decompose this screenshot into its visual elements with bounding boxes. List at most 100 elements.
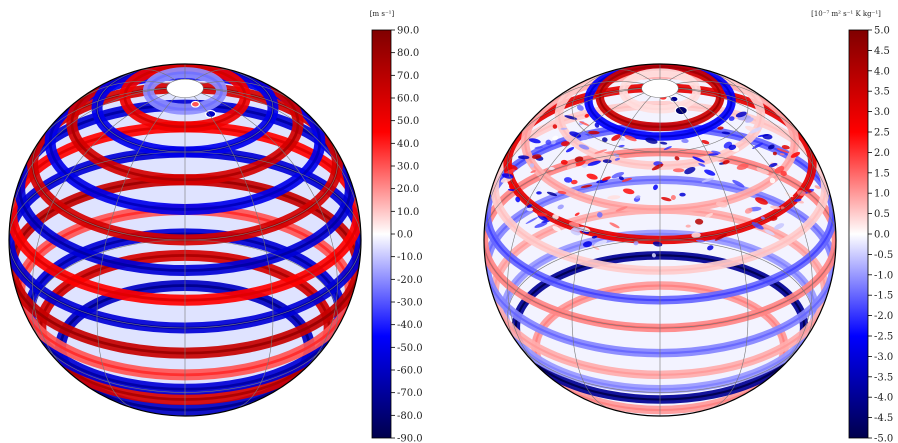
globe-outline bbox=[8, 63, 362, 417]
eddy bbox=[601, 176, 611, 181]
eddy bbox=[560, 127, 568, 130]
eddy bbox=[659, 141, 668, 145]
eddy bbox=[711, 150, 721, 154]
colorbar-left-ticks: 90.0 80.0 70.0 60.0 50.0 40.0 30.0 20.0 10.0 0.0 -… bbox=[391, 26, 423, 443]
eddy bbox=[624, 135, 637, 142]
eddy bbox=[776, 148, 790, 154]
eddy bbox=[580, 184, 593, 188]
eddy bbox=[692, 156, 705, 163]
colorbar-tick-label: 70.0 bbox=[397, 71, 419, 82]
colorbar-right: [10⁻⁷ m² s⁻¹ K kg⁻¹] 5.0 4.5 4.0 3.5 3.0 2.5 2… bbox=[811, 10, 893, 443]
eddy bbox=[568, 222, 580, 228]
vortex-1 bbox=[190, 100, 201, 108]
eddy bbox=[565, 147, 575, 153]
eddy bbox=[618, 176, 624, 181]
eddy bbox=[614, 157, 620, 161]
eddy bbox=[508, 188, 515, 192]
eddy bbox=[623, 188, 635, 195]
eddy bbox=[615, 206, 628, 212]
colorbar-tick-label: 80.0 bbox=[397, 48, 419, 59]
colorbar-right-units: [10⁻⁷ m² s⁻¹ K kg⁻¹] bbox=[811, 10, 881, 18]
eddy bbox=[764, 229, 775, 236]
eddy bbox=[588, 130, 600, 135]
eddy bbox=[571, 179, 578, 185]
eddy bbox=[769, 177, 776, 184]
eddy bbox=[716, 201, 728, 208]
eddy bbox=[557, 204, 564, 210]
eddy bbox=[534, 222, 548, 228]
colorbar-left-bar bbox=[371, 29, 392, 439]
eddy bbox=[580, 134, 589, 141]
colorbar-tick-label: -20.0 bbox=[397, 275, 423, 286]
colorbar-tick-label: -2.5 bbox=[874, 332, 893, 343]
eddy bbox=[550, 140, 556, 145]
colorbar-tick-label: 20.0 bbox=[397, 184, 419, 195]
vortex-0 bbox=[205, 109, 217, 119]
colorbar-tick-label: 1.5 bbox=[874, 168, 890, 179]
globe-outline bbox=[483, 63, 837, 417]
colorbar-tick-label: -80.0 bbox=[397, 411, 423, 422]
eddy bbox=[618, 144, 625, 148]
eddy bbox=[679, 192, 686, 197]
eddy bbox=[586, 173, 598, 180]
eddy bbox=[701, 140, 710, 145]
eddy bbox=[695, 218, 704, 225]
meridian--60 bbox=[507, 92, 645, 375]
eddy bbox=[597, 212, 603, 218]
eddy bbox=[772, 151, 777, 156]
eddy bbox=[594, 122, 600, 128]
colorbar-tick-label: 60.0 bbox=[397, 94, 419, 105]
eddy bbox=[528, 138, 541, 144]
eddy bbox=[663, 146, 672, 151]
eddy bbox=[501, 173, 514, 179]
eddy bbox=[707, 245, 714, 251]
eddy bbox=[714, 233, 728, 241]
eddy bbox=[768, 162, 778, 168]
eddy bbox=[564, 115, 578, 120]
eddy bbox=[515, 196, 521, 203]
eddy bbox=[779, 153, 785, 156]
eddy bbox=[653, 184, 658, 191]
eddy bbox=[518, 155, 530, 160]
eddy bbox=[541, 220, 551, 223]
colorbar-tick-label: 2.0 bbox=[874, 148, 890, 159]
eddy bbox=[572, 226, 586, 232]
eddy bbox=[545, 139, 552, 146]
eddy bbox=[602, 137, 608, 143]
meridian-90 bbox=[678, 88, 836, 246]
colorbar-tick-label: -30.0 bbox=[397, 298, 423, 309]
eddy bbox=[552, 124, 558, 129]
eddy bbox=[633, 241, 639, 246]
eddy bbox=[602, 159, 612, 164]
colorbar-tick-label: 0.5 bbox=[874, 209, 890, 220]
colorbar-tick-label: 40.0 bbox=[397, 139, 419, 150]
eddy bbox=[581, 163, 588, 168]
eddy bbox=[569, 131, 582, 138]
eddy bbox=[645, 137, 658, 144]
eddy bbox=[814, 185, 821, 190]
eddy bbox=[661, 196, 672, 202]
eddy bbox=[526, 207, 534, 212]
meridian-60 bbox=[675, 92, 813, 375]
eddy bbox=[635, 195, 641, 199]
globe-wind-speed bbox=[8, 63, 362, 417]
eddy bbox=[574, 212, 580, 216]
colorbar-tick-label: 50.0 bbox=[397, 116, 419, 127]
eddy bbox=[651, 253, 656, 258]
eddy bbox=[611, 171, 625, 179]
meridian-60 bbox=[200, 92, 338, 375]
eddy bbox=[560, 159, 568, 165]
colorbar-tick-label: -40.0 bbox=[397, 320, 423, 331]
eddy bbox=[651, 163, 664, 171]
colorbar-tick-label: 30.0 bbox=[397, 162, 419, 173]
eddy bbox=[557, 190, 567, 195]
eddy bbox=[575, 159, 586, 167]
colorbar-tick-label: -4.0 bbox=[874, 393, 893, 404]
colorbar-tick-label: -2.0 bbox=[874, 311, 893, 322]
eddy bbox=[781, 145, 790, 150]
eddy bbox=[735, 111, 747, 118]
eddy bbox=[529, 163, 535, 168]
eddy bbox=[591, 235, 598, 239]
eddy bbox=[691, 232, 701, 238]
eddy bbox=[722, 160, 730, 165]
